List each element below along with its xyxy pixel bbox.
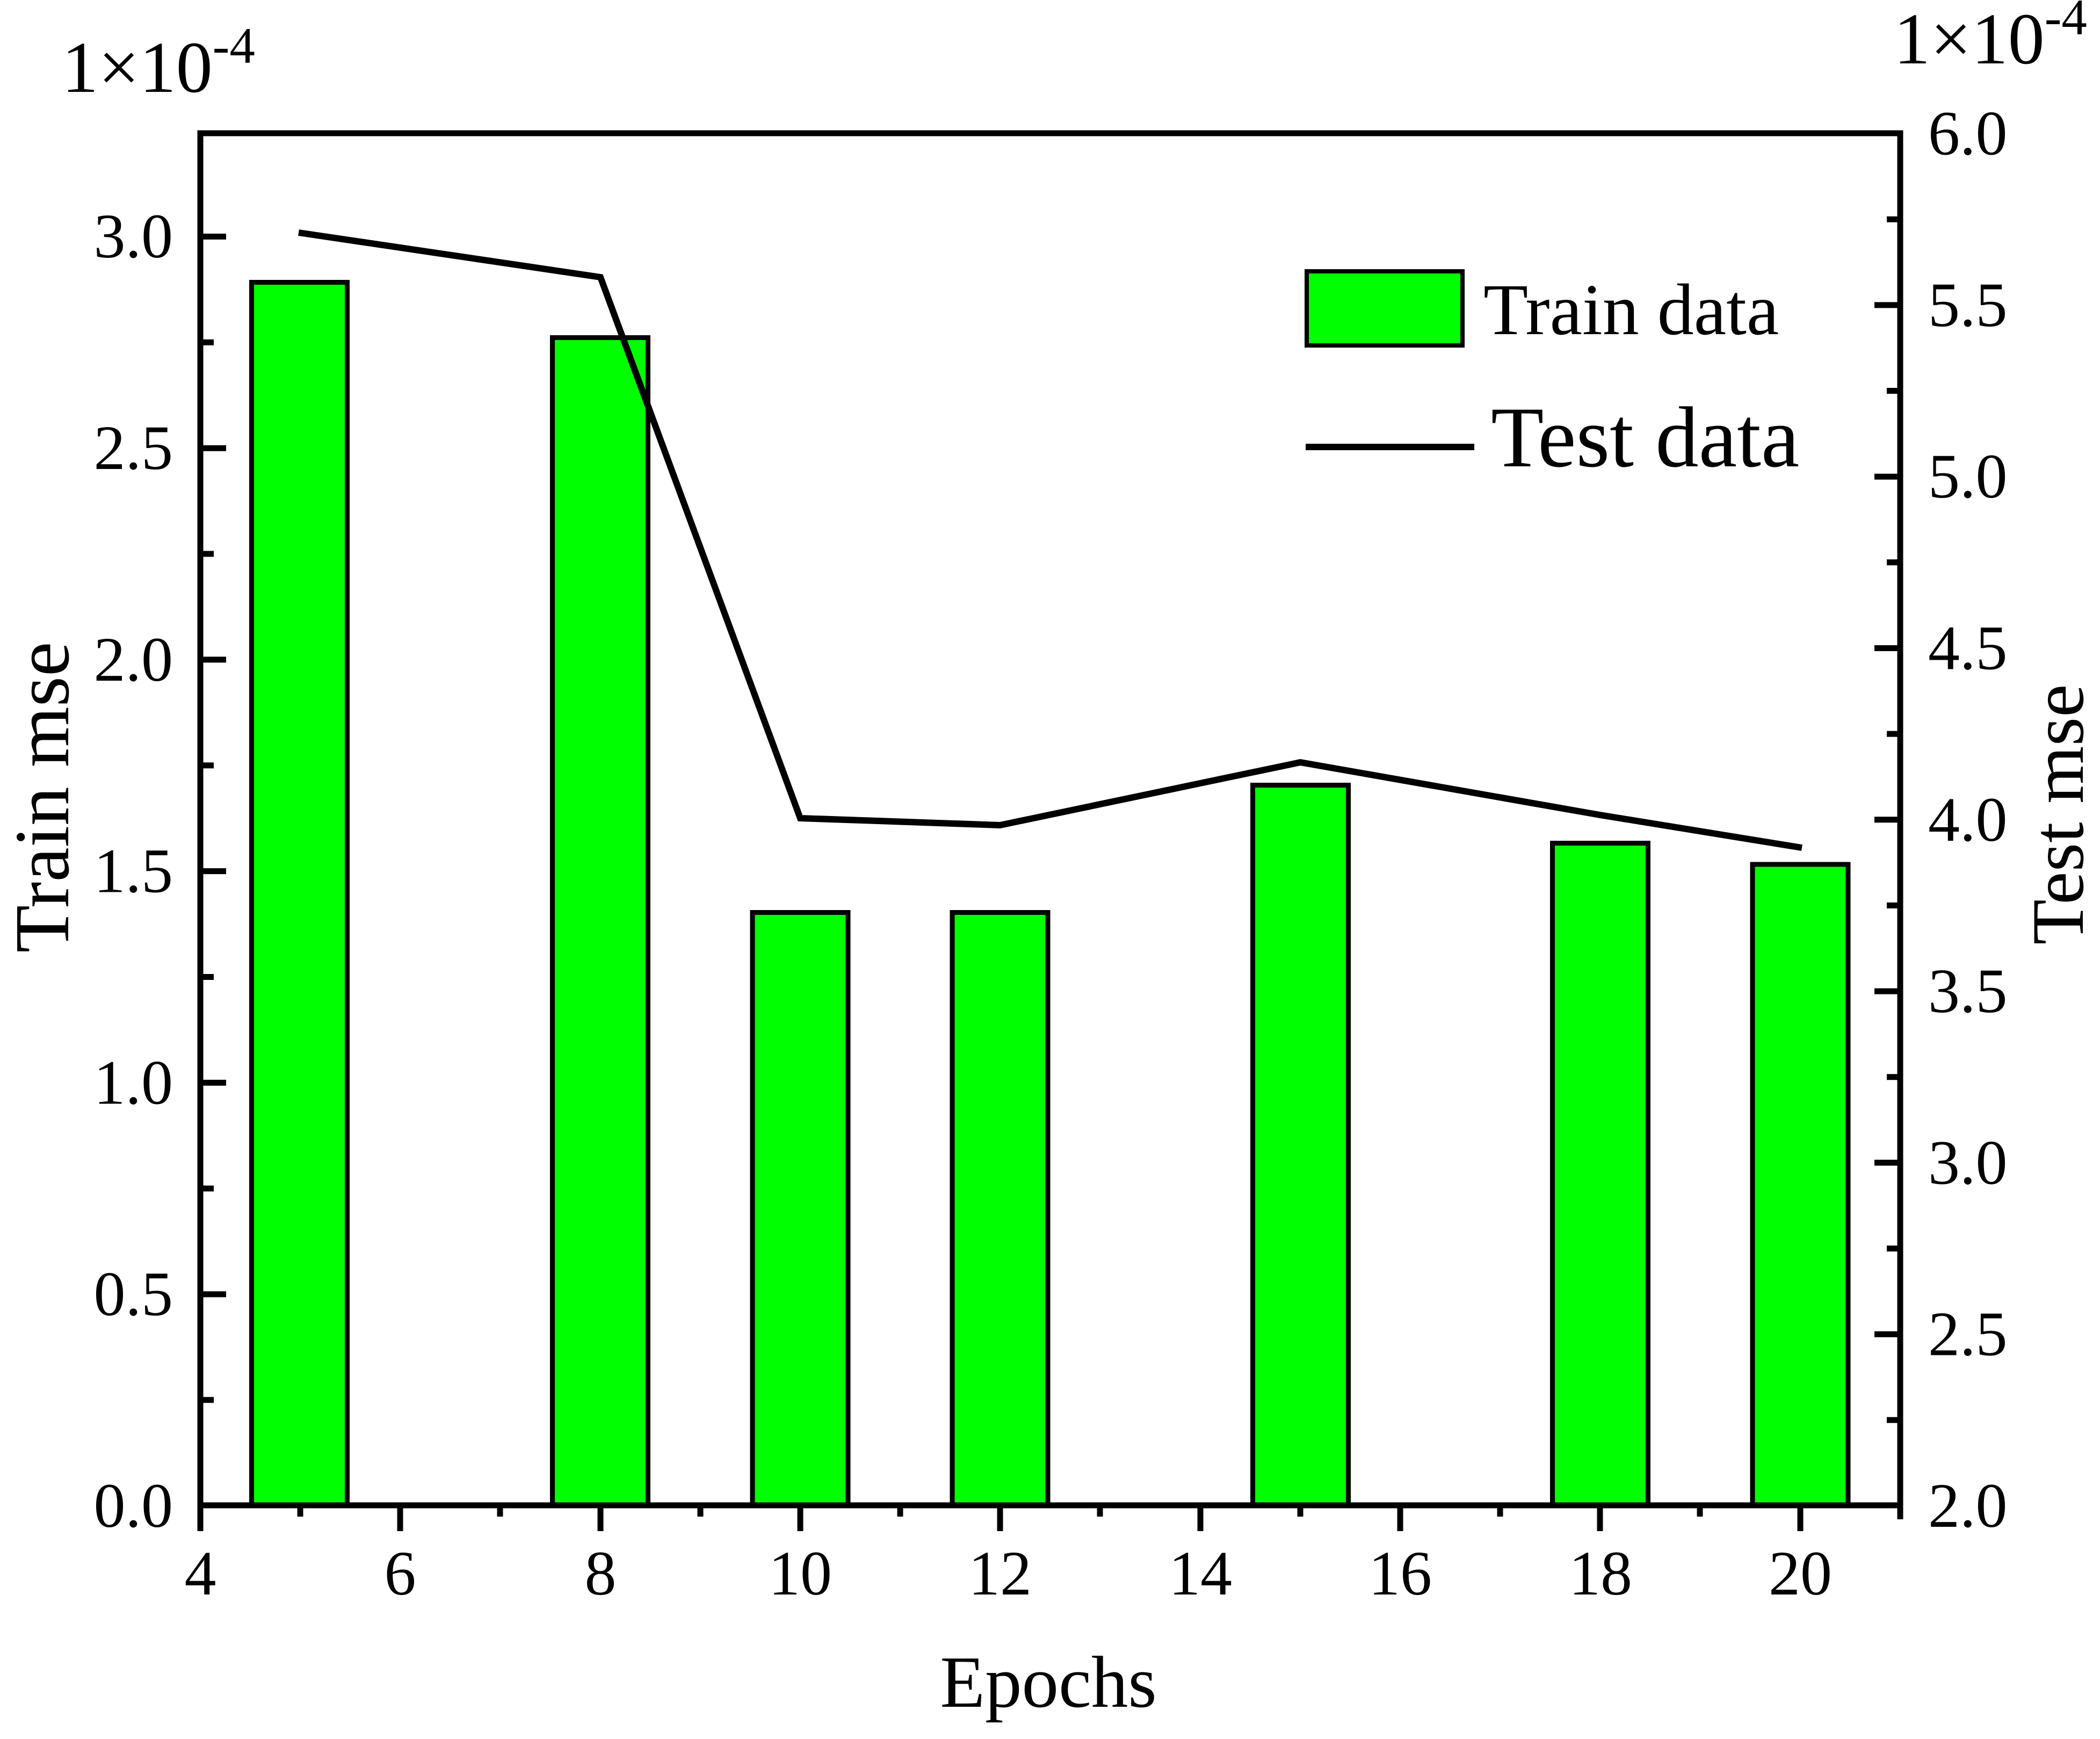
svg-text:0.0: 0.0 [94, 1470, 173, 1541]
svg-text:6.0: 6.0 [1928, 98, 2008, 169]
svg-text:5.5: 5.5 [1928, 270, 2008, 340]
svg-text:14: 14 [1169, 1538, 1232, 1608]
svg-text:2.5: 2.5 [94, 413, 173, 483]
svg-text:8: 8 [585, 1538, 617, 1608]
svg-text:3.0: 3.0 [1928, 1127, 2008, 1197]
svg-text:3.5: 3.5 [1928, 956, 2008, 1026]
svg-text:2.0: 2.0 [94, 624, 173, 695]
svg-text:10: 10 [769, 1538, 832, 1608]
svg-text:2.5: 2.5 [1928, 1299, 2008, 1369]
svg-text:16: 16 [1368, 1538, 1432, 1608]
svg-text:3.0: 3.0 [94, 201, 173, 271]
svg-text:2.0: 2.0 [1928, 1470, 2008, 1541]
svg-text:Test mse: Test mse [2017, 684, 2099, 945]
svg-text:4.5: 4.5 [1928, 613, 2008, 683]
svg-text:4: 4 [185, 1538, 216, 1608]
svg-text:5.0: 5.0 [1928, 441, 2008, 511]
svg-text:12: 12 [968, 1538, 1032, 1608]
svg-text:18: 18 [1569, 1538, 1632, 1608]
svg-text:Train mse: Train mse [0, 642, 85, 953]
svg-text:20: 20 [1769, 1538, 1832, 1608]
svg-text:6: 6 [385, 1538, 416, 1608]
svg-text:0.5: 0.5 [94, 1259, 173, 1329]
svg-text:1.5: 1.5 [94, 836, 173, 906]
svg-text:Train data: Train data [1483, 270, 1779, 350]
svg-text:1.0: 1.0 [94, 1047, 173, 1117]
svg-text:Test data: Test data [1491, 389, 1799, 485]
svg-text:4.0: 4.0 [1928, 784, 2008, 855]
svg-text:Epochs: Epochs [940, 1641, 1156, 1723]
